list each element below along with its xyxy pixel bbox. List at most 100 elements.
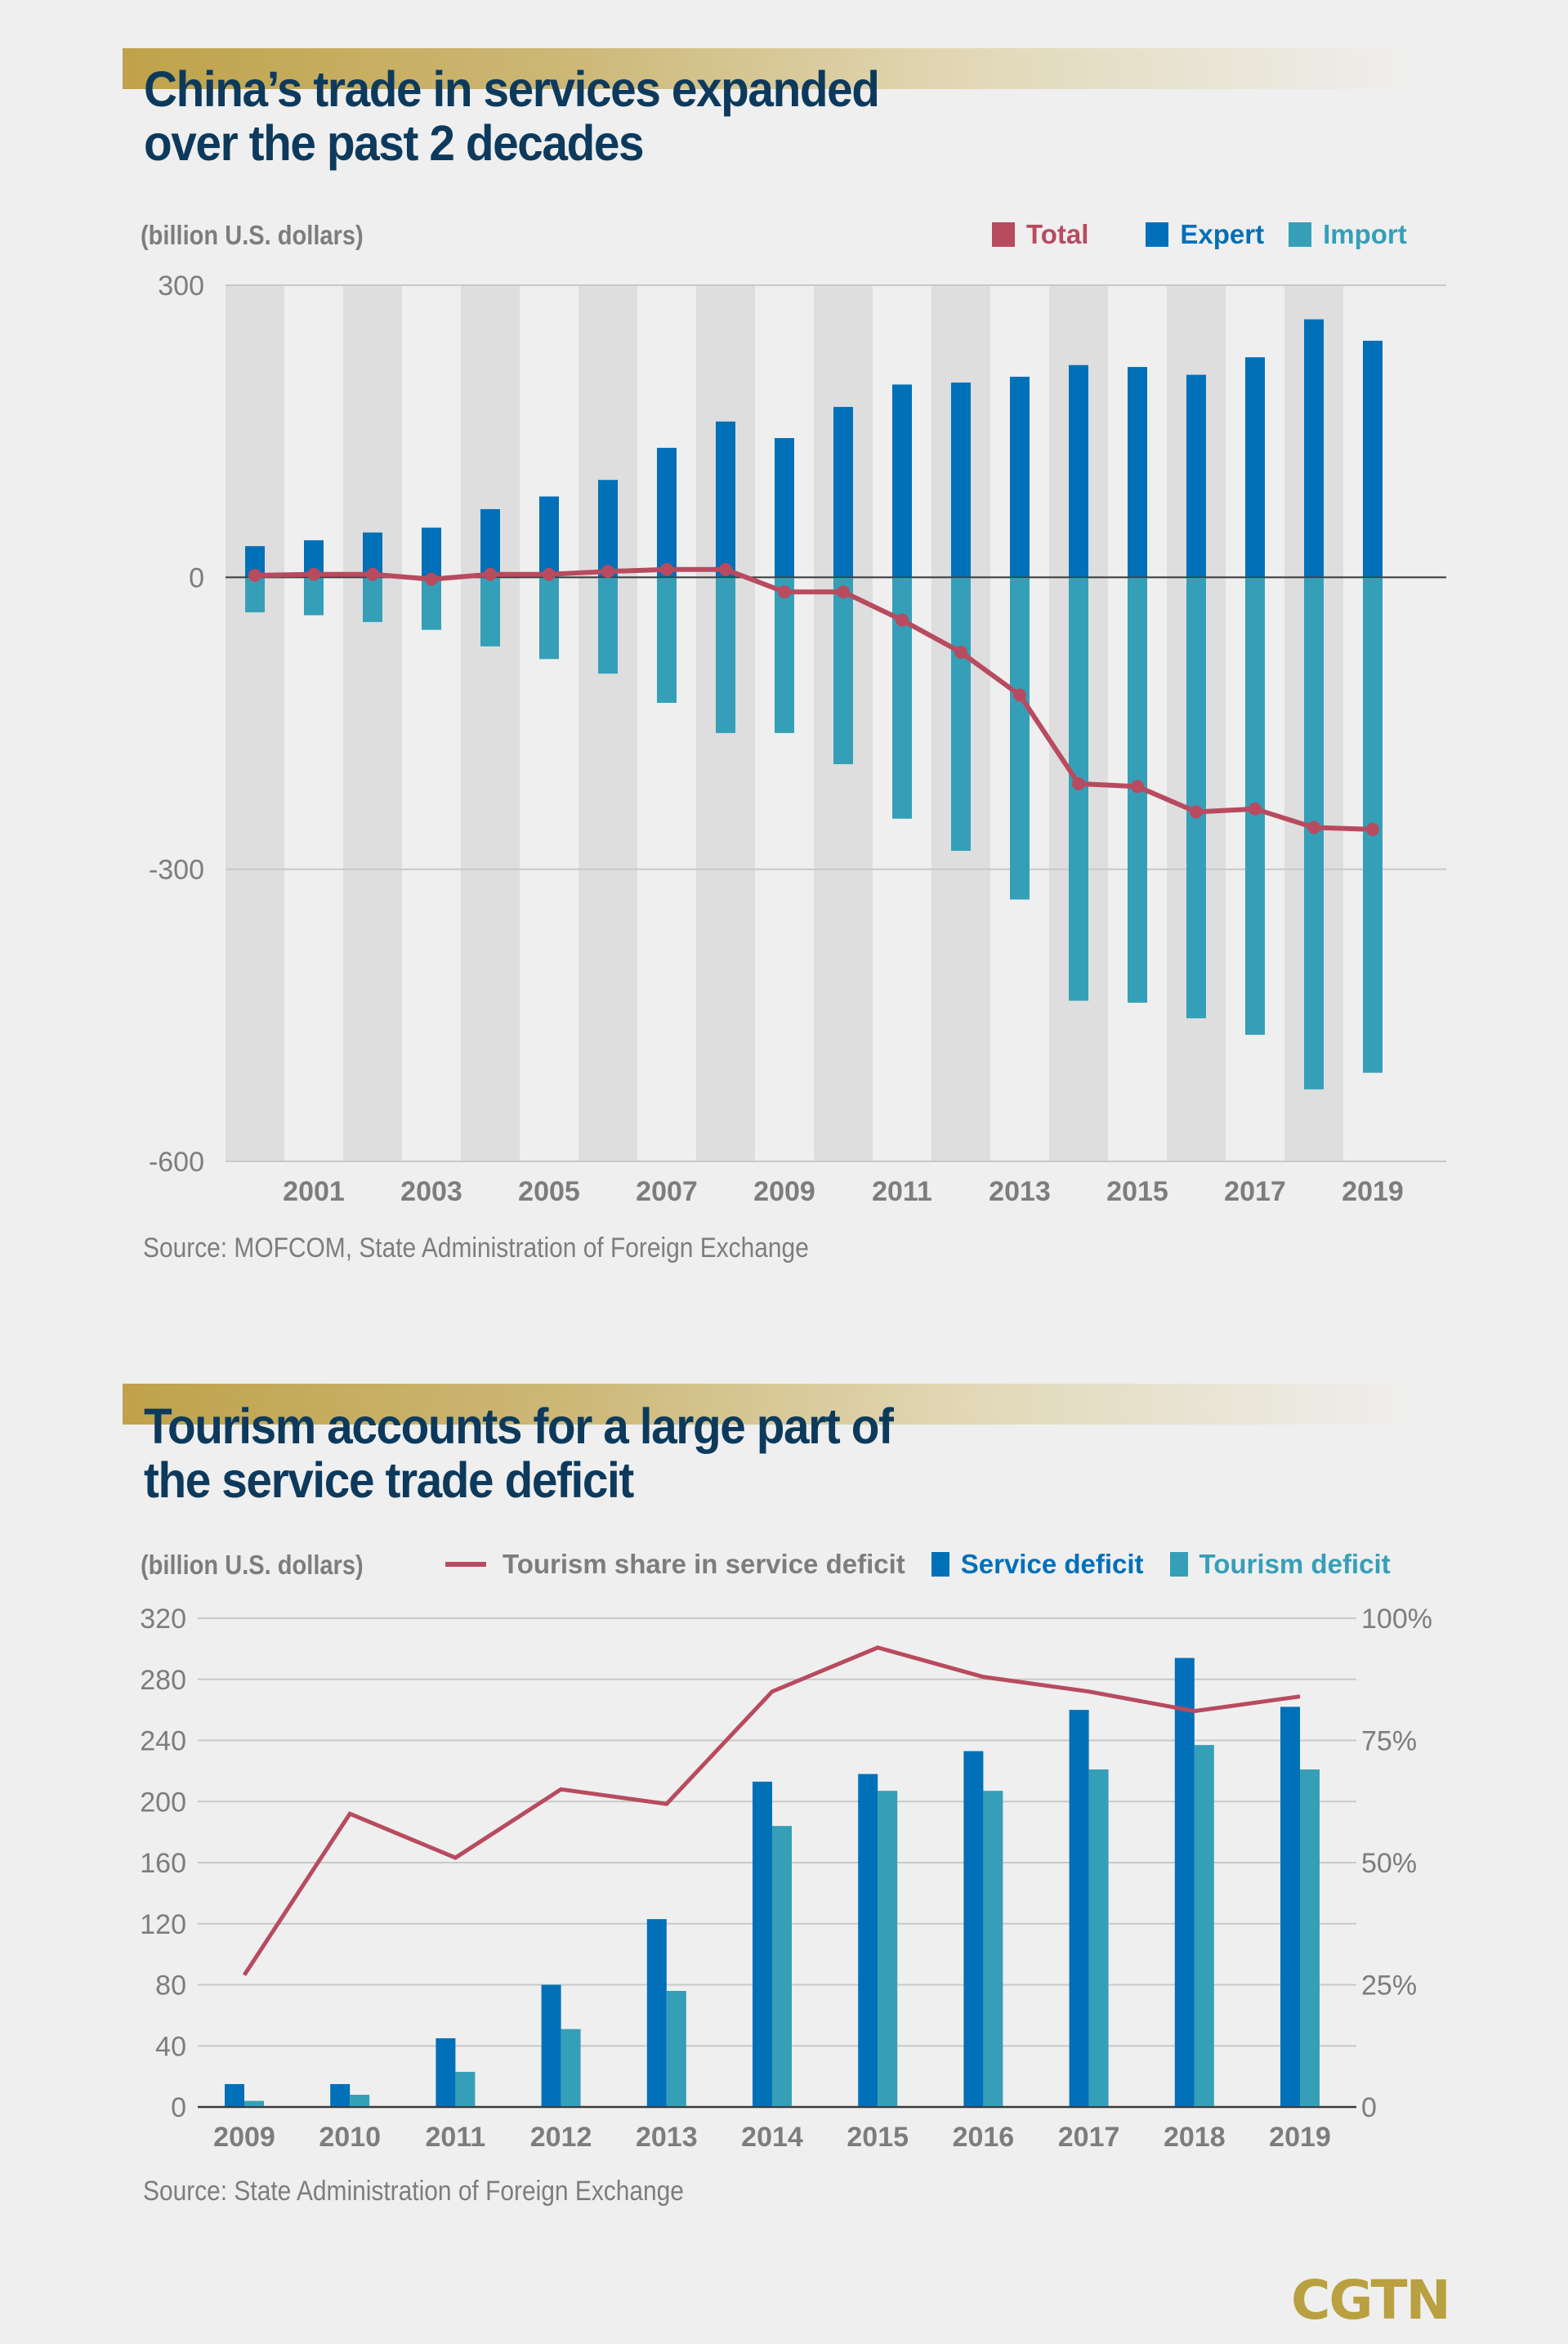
y-tick-label: 300 bbox=[158, 271, 204, 302]
y2-tick-label: 100% bbox=[1361, 1604, 1432, 1635]
bar-import bbox=[716, 577, 735, 733]
x-tick-label: 2015 bbox=[847, 2122, 909, 2153]
bar-export bbox=[951, 382, 971, 578]
y-tick-label: 80 bbox=[155, 1970, 186, 2002]
x-tick-label: 2007 bbox=[636, 1176, 698, 1207]
y2-tick-label: 0 bbox=[1361, 2092, 1377, 2123]
y2-tick-label: 75% bbox=[1361, 1726, 1417, 1757]
x-tick-label: 2015 bbox=[1106, 1176, 1168, 1207]
bar-import bbox=[363, 577, 382, 623]
legend-item-total: Total bbox=[992, 219, 1088, 250]
chart2-unit-label: (billion U.S. dollars) bbox=[141, 1550, 364, 1580]
y-tick-label: -300 bbox=[149, 855, 204, 886]
x-tick-label: 2009 bbox=[753, 1176, 815, 1207]
chart2-title-line2: the service trade deficit bbox=[144, 1452, 634, 1508]
bar-service-deficit bbox=[646, 1919, 667, 2107]
total-point bbox=[1249, 802, 1262, 816]
y2-tick-label: 25% bbox=[1361, 1970, 1417, 2002]
bar-tourism-deficit bbox=[666, 1990, 686, 2107]
legend-label-service-deficit: Service deficit bbox=[960, 1549, 1144, 1579]
bar-export bbox=[480, 508, 500, 578]
chart2-legend: Tourism share in service deficit Service… bbox=[417, 1549, 1391, 1580]
bar-tourism-deficit bbox=[878, 1791, 898, 2107]
total-point bbox=[366, 567, 379, 581]
chart1-source: Source: MOFCOM, State Administration of … bbox=[143, 1232, 809, 1264]
total-point bbox=[1366, 822, 1379, 836]
bar-service-deficit bbox=[541, 1984, 561, 2107]
bar-export bbox=[1245, 357, 1265, 578]
x-tick-label: 2018 bbox=[1164, 2122, 1226, 2153]
bar-service-deficit bbox=[225, 2083, 244, 2107]
legend-line-tourism-share bbox=[445, 1562, 486, 1567]
header-accent-bar bbox=[123, 48, 1422, 89]
total-point bbox=[660, 562, 673, 576]
bar-service-deficit bbox=[753, 1781, 772, 2107]
total-point bbox=[954, 646, 967, 660]
cgtn-logo: CGTN bbox=[1291, 2269, 1451, 2332]
legend-swatch-import bbox=[1289, 222, 1312, 247]
bar-service-deficit bbox=[1280, 1707, 1300, 2107]
chart1-plot: 300 0 -300 -600 2001 2003 2005 2007 2009 2011 2013… bbox=[149, 271, 1446, 1207]
chart1-title-line1: China’s trade in services expanded bbox=[144, 61, 880, 117]
bar-tourism-deficit bbox=[244, 2100, 264, 2107]
legend-label-tourism-share: Tourism share in service deficit bbox=[503, 1549, 905, 1579]
total-line bbox=[254, 566, 1374, 832]
bar-import bbox=[951, 577, 971, 852]
chart1-title: China’s trade in services expanded over … bbox=[144, 61, 880, 171]
bar-tourism-deficit bbox=[1300, 1769, 1320, 2107]
bar-export bbox=[1186, 374, 1206, 578]
x-tick-label: 2019 bbox=[1269, 2122, 1331, 2153]
bar-export bbox=[422, 527, 441, 578]
x-tick-label: 2017 bbox=[1224, 1176, 1286, 1207]
background-stripe bbox=[343, 285, 402, 1161]
bar-export bbox=[1304, 319, 1324, 578]
bar-import bbox=[1010, 577, 1030, 900]
tourism-share-line bbox=[242, 1645, 1301, 1976]
bar-export bbox=[1128, 367, 1147, 578]
x-tick-label: 2017 bbox=[1058, 2122, 1120, 2153]
legend-swatch-service-deficit bbox=[931, 1552, 949, 1577]
bar-export bbox=[716, 421, 735, 578]
bar-import bbox=[833, 577, 853, 765]
y-tick-label: 120 bbox=[140, 1909, 186, 1940]
legend-item-tourism-share: Tourism share in service deficit bbox=[445, 1549, 905, 1580]
bar-export bbox=[892, 384, 912, 578]
bar-tourism-deficit bbox=[983, 1791, 1003, 2107]
y-tick-label: -600 bbox=[149, 1147, 204, 1178]
total-point bbox=[543, 567, 556, 581]
total-point bbox=[778, 585, 791, 599]
bar-import bbox=[304, 577, 324, 615]
legend-swatch-total bbox=[992, 222, 1015, 247]
x-tick-label: 2009 bbox=[213, 2122, 275, 2153]
total-point bbox=[1190, 805, 1203, 819]
chart2-title-line1: Tourism accounts for a large part of bbox=[144, 1398, 894, 1454]
legend-item-tourism-deficit: Tourism deficit bbox=[1169, 1549, 1391, 1580]
chart1-legend: Total Expert Import bbox=[964, 219, 1407, 250]
x-tick-label: 2016 bbox=[953, 2122, 1015, 2153]
bar-service-deficit bbox=[436, 2038, 456, 2107]
bar-tourism-deficit bbox=[1194, 1745, 1214, 2107]
bar-tourism-deficit bbox=[1088, 1769, 1109, 2107]
header-accent-bar-2 bbox=[123, 1384, 1422, 1425]
x-tick-label: 2005 bbox=[518, 1176, 580, 1207]
x-tick-label: 2014 bbox=[741, 2122, 803, 2153]
x-tick-label: 2019 bbox=[1342, 1176, 1404, 1207]
bar-import bbox=[480, 577, 500, 646]
bar-tourism-deficit bbox=[561, 2029, 581, 2107]
bar-service-deficit bbox=[1174, 1657, 1195, 2107]
y2-tick-label: 50% bbox=[1361, 1848, 1417, 1879]
chart1-title-line2: over the past 2 decades bbox=[144, 115, 645, 171]
bar-tourism-deficit bbox=[350, 2095, 370, 2107]
total-point bbox=[1307, 821, 1320, 834]
legend-label-import: Import bbox=[1323, 219, 1407, 249]
legend-swatch-export bbox=[1146, 222, 1169, 247]
chart2-plot: 0 40 80 120 160 200 240 280 320 0 25% 50% 75% 100% 200… bbox=[140, 1604, 1432, 2153]
x-tick-label: 2011 bbox=[872, 1176, 932, 1207]
bar-tourism-deficit bbox=[455, 2072, 476, 2107]
total-point bbox=[601, 565, 614, 579]
chart2-title: Tourism accounts for a large part of the… bbox=[144, 1398, 894, 1508]
y-tick-label: 40 bbox=[155, 2031, 186, 2062]
bar-import bbox=[775, 577, 794, 733]
y-tick-label: 0 bbox=[189, 562, 204, 593]
y-tick-label: 280 bbox=[140, 1665, 186, 1696]
